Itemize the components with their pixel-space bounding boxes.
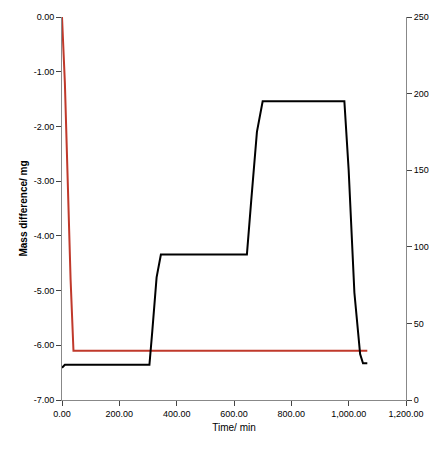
svg-text:-7.00: -7.00 xyxy=(34,395,55,405)
svg-text:Mass difference/ mg: Mass difference/ mg xyxy=(18,160,29,256)
svg-text:Time/ min: Time/ min xyxy=(212,422,256,433)
svg-text:200.00: 200.00 xyxy=(106,409,134,419)
svg-text:-1.00: -1.00 xyxy=(34,67,55,77)
svg-text:150: 150 xyxy=(414,165,429,175)
svg-text:-4.00: -4.00 xyxy=(34,231,55,241)
svg-text:-2.00: -2.00 xyxy=(34,122,55,132)
svg-text:0: 0 xyxy=(414,395,419,405)
svg-text:50: 50 xyxy=(414,319,424,329)
svg-text:0.00: 0.00 xyxy=(53,409,71,419)
svg-text:200: 200 xyxy=(414,89,429,99)
svg-text:1,000.00: 1,000.00 xyxy=(331,409,366,419)
svg-text:250: 250 xyxy=(414,12,429,22)
svg-text:600.00: 600.00 xyxy=(220,409,248,419)
svg-text:0.00: 0.00 xyxy=(37,12,55,22)
svg-text:800.00: 800.00 xyxy=(278,409,306,419)
svg-text:1,200.00: 1,200.00 xyxy=(388,409,423,419)
svg-text:-3.00: -3.00 xyxy=(34,176,55,186)
svg-text:-5.00: -5.00 xyxy=(34,286,55,296)
svg-text:100: 100 xyxy=(414,242,429,252)
svg-text:400.00: 400.00 xyxy=(163,409,191,419)
svg-text:-6.00: -6.00 xyxy=(34,340,55,350)
